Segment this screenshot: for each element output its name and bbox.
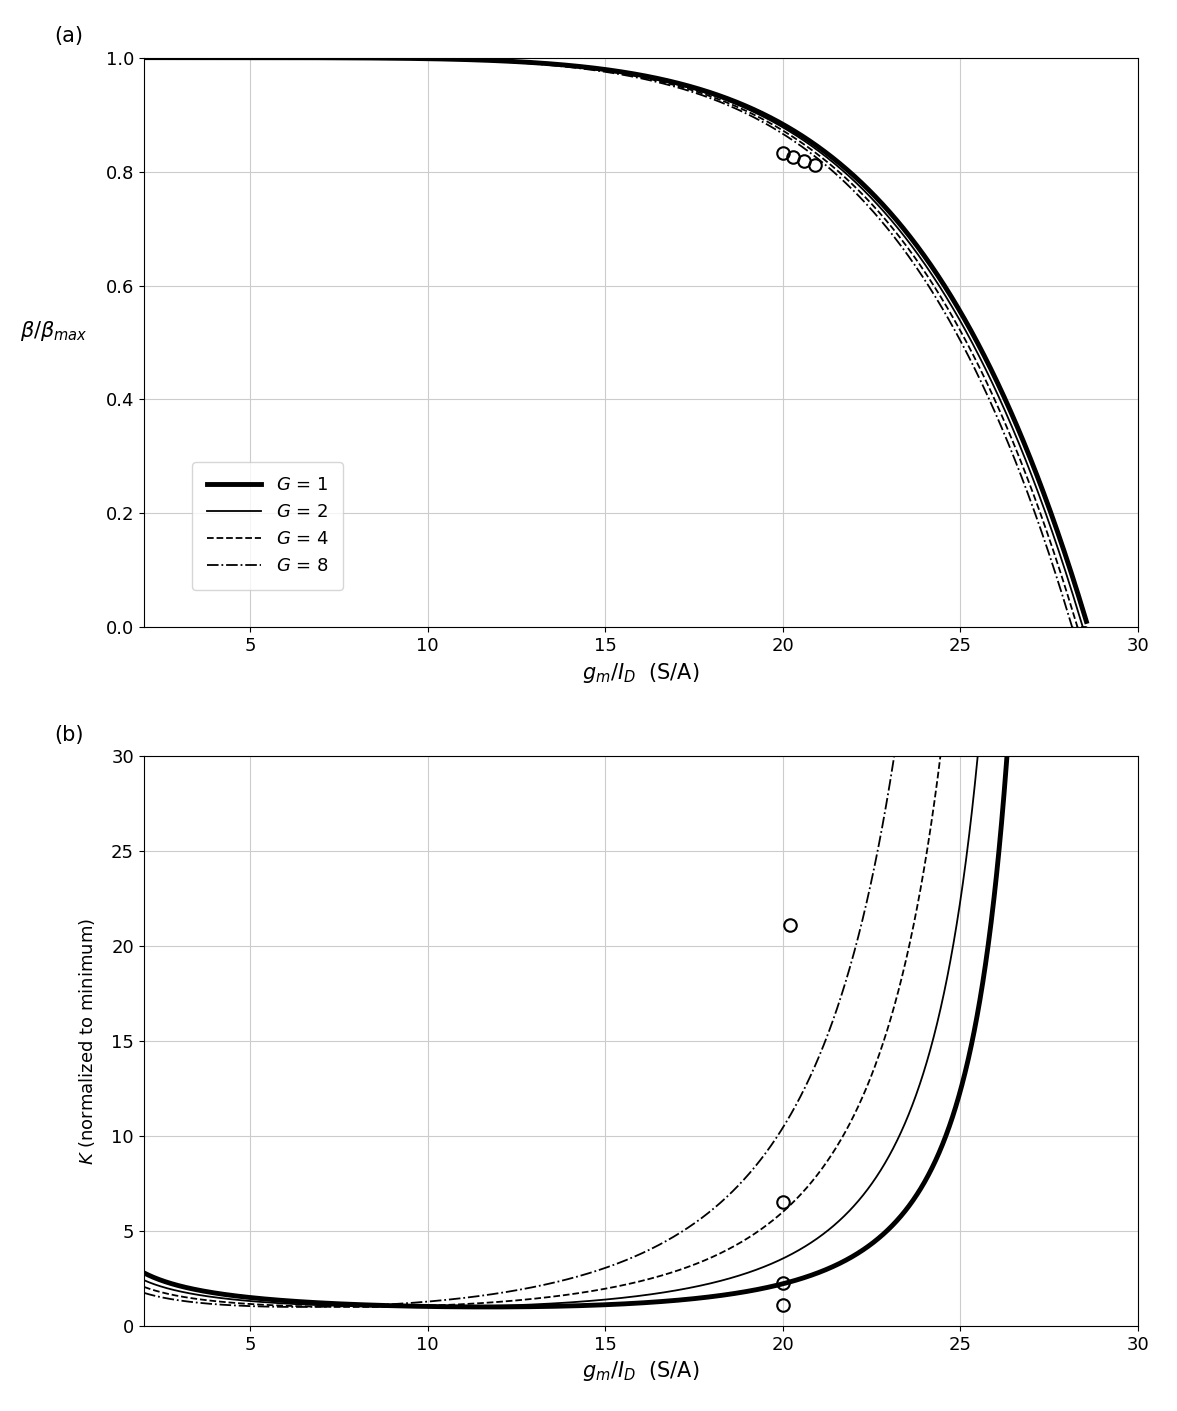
$G$ = 2 xyxy=(137,49,151,66)
Line: $G$ = 8: $G$ = 8 xyxy=(144,58,1086,628)
$G$ = 1 xyxy=(245,49,259,66)
$G$ = 2 xyxy=(539,55,553,72)
$G$ = 4 xyxy=(1071,619,1085,636)
Text: (b): (b) xyxy=(54,725,84,745)
Legend: $G$ = 1, $G$ = 2, $G$ = 4, $G$ = 8: $G$ = 1, $G$ = 2, $G$ = 4, $G$ = 8 xyxy=(193,461,343,590)
$G$ = 4 xyxy=(1079,619,1093,636)
$G$ = 4 xyxy=(300,49,314,66)
X-axis label: $g_m/I_D$  (S/A): $g_m/I_D$ (S/A) xyxy=(583,1359,699,1383)
$G$ = 8 xyxy=(1079,619,1093,636)
$G$ = 1 xyxy=(300,49,314,66)
Line: $G$ = 2: $G$ = 2 xyxy=(144,58,1086,628)
$G$ = 8 xyxy=(498,54,512,71)
$G$ = 8 xyxy=(245,49,259,66)
$G$ = 4 xyxy=(498,54,512,71)
$G$ = 1 xyxy=(1079,612,1093,629)
$G$ = 8 xyxy=(1065,619,1079,636)
Line: $G$ = 1: $G$ = 1 xyxy=(144,58,1086,621)
$G$ = 1 xyxy=(1060,555,1075,571)
$G$ = 2 xyxy=(300,49,314,66)
$G$ = 4 xyxy=(245,49,259,66)
$G$ = 8 xyxy=(539,56,553,73)
$G$ = 4 xyxy=(1060,587,1075,604)
Line: $G$ = 4: $G$ = 4 xyxy=(144,58,1086,628)
Y-axis label: $K$ (normalized to minimum): $K$ (normalized to minimum) xyxy=(78,917,97,1164)
Y-axis label: $\beta/\beta_{max}$: $\beta/\beta_{max}$ xyxy=(20,319,88,343)
$G$ = 1 xyxy=(539,55,553,72)
$G$ = 2 xyxy=(498,52,512,69)
$G$ = 4 xyxy=(539,56,553,73)
$G$ = 2 xyxy=(1076,619,1090,636)
$G$ = 8 xyxy=(959,343,973,360)
$G$ = 2 xyxy=(959,323,973,340)
$G$ = 2 xyxy=(245,49,259,66)
$G$ = 2 xyxy=(1079,619,1093,636)
$G$ = 8 xyxy=(137,49,151,66)
$G$ = 1 xyxy=(959,313,973,330)
$G$ = 1 xyxy=(137,49,151,66)
$G$ = 8 xyxy=(300,49,314,66)
$G$ = 8 xyxy=(1060,604,1075,621)
Text: (a): (a) xyxy=(54,27,84,47)
X-axis label: $g_m/I_D$  (S/A): $g_m/I_D$ (S/A) xyxy=(583,660,699,684)
$G$ = 4 xyxy=(137,49,151,66)
$G$ = 2 xyxy=(1060,570,1075,587)
$G$ = 4 xyxy=(959,333,973,350)
$G$ = 1 xyxy=(498,52,512,69)
